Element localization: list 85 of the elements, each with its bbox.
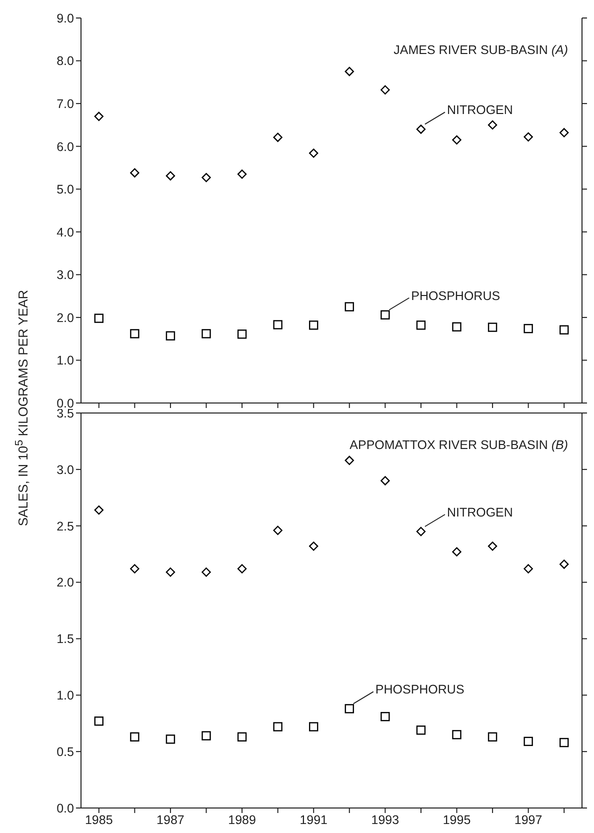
point [524, 736, 533, 746]
point [344, 704, 354, 714]
point [273, 526, 282, 535]
y-tick-label: 4.0 [56, 225, 74, 240]
point [309, 722, 318, 732]
y-tick-label: 7.0 [56, 96, 74, 111]
series-label: PHOSPHORUS [375, 682, 464, 697]
point [344, 456, 354, 465]
x-tick-label: 1989 [228, 812, 256, 827]
text: JAMES RIVER SUB-BASIN (A) [394, 43, 568, 57]
point [309, 542, 318, 551]
y-tick-label: 8.0 [56, 54, 74, 68]
point [202, 568, 211, 577]
text: APPOMATTOX RIVER SUB-BASIN (B) [350, 438, 568, 452]
point [560, 325, 569, 334]
y-tick-label: 6.0 [56, 140, 74, 154]
point [560, 738, 569, 748]
point [488, 542, 498, 551]
point [202, 731, 211, 740]
text: NITROGEN [446, 506, 513, 520]
point [452, 547, 462, 556]
point [416, 320, 426, 330]
point [560, 128, 569, 138]
point [237, 564, 247, 574]
point [452, 322, 462, 332]
y-tick-label: 0.5 [56, 745, 74, 760]
point [344, 302, 354, 312]
point [273, 722, 282, 732]
point [416, 526, 426, 536]
point [524, 324, 533, 334]
point [416, 124, 426, 134]
point [380, 310, 390, 320]
point [524, 132, 533, 142]
x-tick-label: 1993 [371, 812, 400, 827]
y-tick-label: 2.0 [56, 310, 74, 325]
point [560, 560, 569, 569]
y-tick-label: 0.0 [56, 801, 74, 816]
y-tick-label: 1.5 [56, 632, 74, 646]
series-label: PHOSPHORUS [411, 288, 500, 303]
point [202, 172, 211, 182]
point [452, 135, 462, 145]
point [380, 85, 390, 94]
point [273, 320, 282, 330]
point [380, 712, 390, 722]
point [488, 120, 498, 130]
point [452, 730, 462, 740]
y-tick-label: 3.0 [56, 268, 74, 282]
x-tick-label: 1985 [84, 812, 113, 827]
point [94, 505, 104, 515]
point [166, 331, 176, 340]
point [130, 564, 140, 574]
x-tick-label: 1997 [514, 812, 542, 827]
point [344, 66, 354, 76]
point [130, 329, 140, 338]
point [166, 568, 176, 577]
point [488, 322, 498, 332]
point [130, 168, 140, 178]
point [202, 329, 211, 338]
point [488, 732, 498, 742]
y-tick-label: 1.0 [56, 354, 74, 368]
x-tick-label: 1991 [300, 812, 328, 827]
y-tick-label: 3.0 [56, 462, 74, 477]
point [309, 148, 318, 158]
point [309, 320, 318, 330]
point [416, 726, 426, 735]
y-tick-label: 1.0 [56, 688, 74, 703]
point [380, 476, 390, 486]
point [237, 732, 247, 742]
y-tick-label: 9.0 [56, 11, 74, 26]
point [94, 314, 104, 323]
y-tick-label: 2.0 [56, 576, 74, 590]
x-tick-label: 1995 [442, 812, 471, 827]
point [237, 330, 247, 339]
x-tick-label: 1987 [156, 812, 184, 827]
y-tick-label: 5.0 [56, 182, 74, 197]
y-tick-label: 2.5 [56, 519, 74, 534]
point [166, 734, 176, 744]
point [94, 716, 104, 726]
point [94, 112, 104, 121]
point [130, 732, 140, 742]
point [237, 170, 247, 179]
point [524, 564, 533, 574]
point [273, 132, 282, 142]
series-label: NITROGEN [446, 103, 513, 118]
point [166, 171, 176, 180]
